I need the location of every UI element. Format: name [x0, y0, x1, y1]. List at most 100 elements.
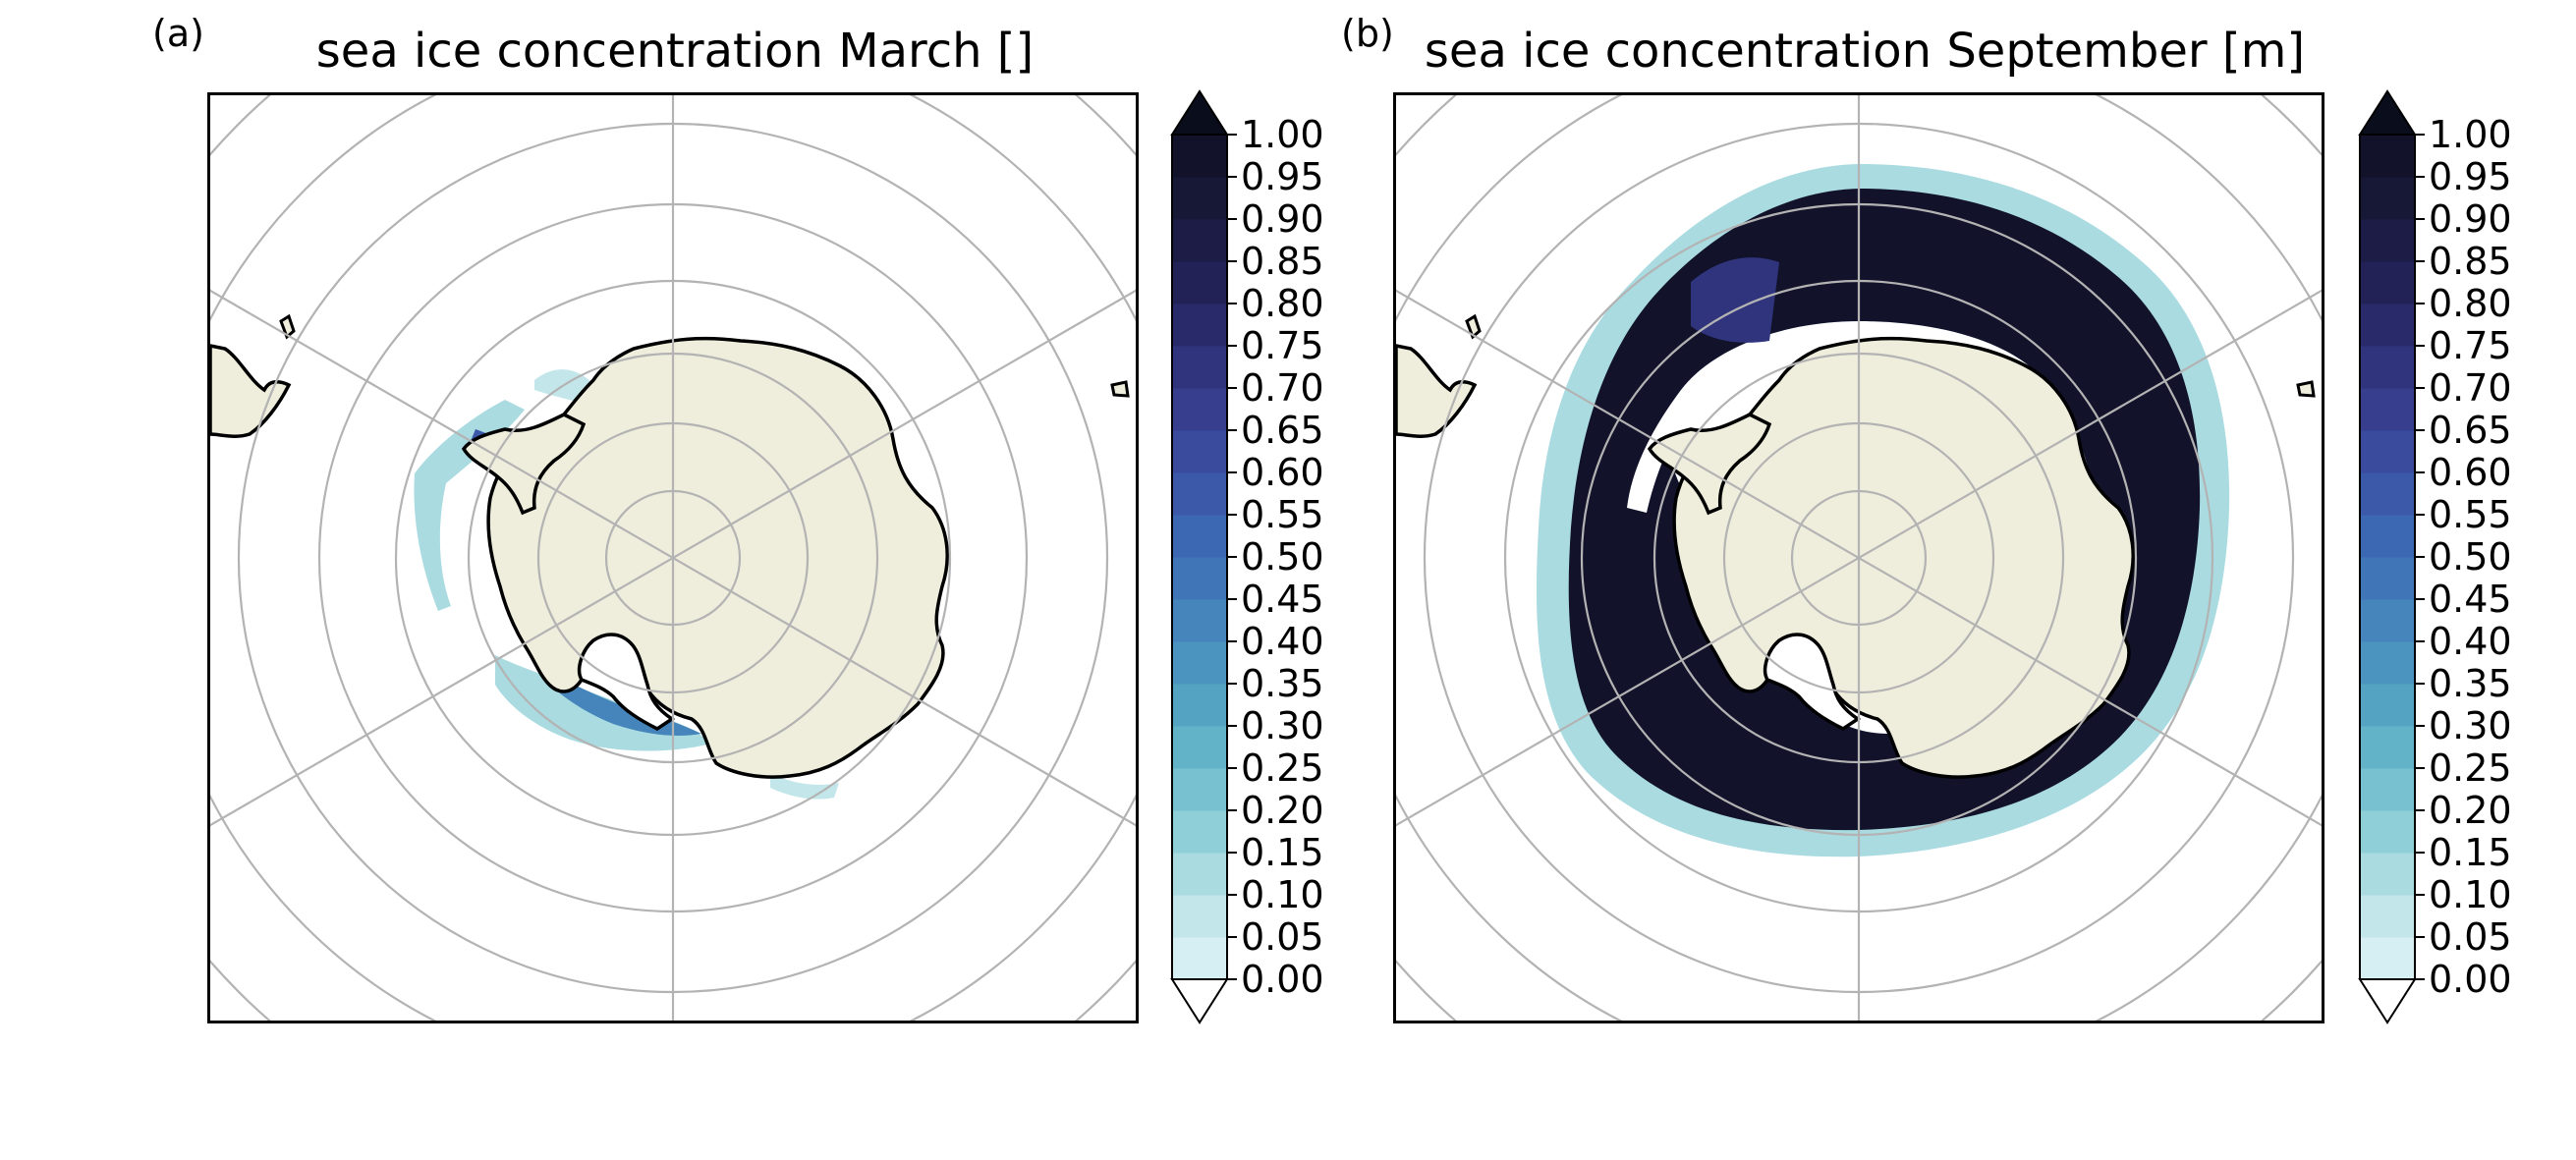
colorbar-svg: [1170, 89, 1237, 1024]
island-east: [1110, 380, 1130, 398]
weddell-sea: [577, 633, 676, 732]
colorbar-tick-label: 0.20: [1241, 789, 1324, 832]
colorbar-tick-label: 0.95: [1241, 155, 1324, 198]
colorbar-tick-label: 0.85: [1241, 240, 1324, 283]
colorbar-segment: [2360, 515, 2415, 558]
sea-ice-patch-peninsula-west: [414, 400, 525, 611]
colorbar-segment: [1172, 810, 1227, 854]
panel-a-title: sea ice concentration March []: [315, 24, 1035, 79]
colorbar-tick-label: 0.55: [2429, 493, 2512, 536]
colorbar-under-extension: [1170, 978, 1229, 1024]
colorbar-segment: [1172, 641, 1227, 685]
colorbar-tick-label: 0.00: [1241, 958, 1324, 1001]
colorbar-segment: [1172, 261, 1227, 304]
colorbar-tick-label: 0.10: [1241, 873, 1324, 916]
colorbar-segment: [1172, 388, 1227, 431]
colorbar-tick-label: 0.40: [1241, 620, 1324, 663]
colorbar-over-extension: [1170, 89, 1229, 136]
colorbar-segment: [1172, 726, 1227, 769]
colorbar-tick-label: 0.15: [2429, 831, 2512, 874]
colorbar-segment: [2360, 895, 2415, 938]
colorbar-segment: [2360, 684, 2415, 727]
antarctica-land-b: [1672, 336, 2135, 779]
colorbar-march: 1.00 0.95 0.90 0.85 0.80 0.75 0.70 0.65 0.60 0.55…: [1170, 89, 1324, 1026]
antarctic-peninsula: [461, 413, 587, 516]
colorbar-tick-label: 0.50: [1241, 535, 1324, 579]
colorbar-tick-label: 0.35: [2429, 662, 2512, 705]
map-september-svg: [1396, 95, 2322, 1021]
panel-b-label: (b): [1341, 12, 1394, 55]
colorbar-tick-label: 1.00: [2429, 113, 2512, 156]
colorbar-segment: [2360, 726, 2415, 769]
colorbar-segment: [1172, 853, 1227, 896]
colorbar-tick-label: 0.25: [2429, 746, 2512, 790]
colorbar-segment: [1172, 177, 1227, 220]
colorbar-tick-label: 0.90: [1241, 197, 1324, 241]
colorbar-tick-label: 0.60: [2429, 451, 2512, 494]
colorbar-tick-label: 0.30: [2429, 704, 2512, 747]
colorbar-segment: [2360, 768, 2415, 811]
colorbar-tick-label: 0.40: [2429, 620, 2512, 663]
island-south-america: [210, 344, 292, 438]
graticule-march: [210, 95, 1136, 1021]
colorbar-tick-label: 0.80: [1241, 282, 1324, 325]
colorbar-segment: [1172, 599, 1227, 642]
colorbar-segment: [2360, 388, 2415, 431]
map-march-svg: [210, 95, 1136, 1021]
colorbar-segment: [2360, 641, 2415, 685]
colorbar-tick-label: 0.70: [2429, 366, 2512, 410]
colorbar-over-extension: [2358, 89, 2417, 136]
island-falklands: [279, 313, 296, 340]
colorbar-tick-label: 0.10: [2429, 873, 2512, 916]
colorbar-tick-label: 0.85: [2429, 240, 2512, 283]
island-east-b: [2296, 380, 2316, 398]
colorbar-segment: [2360, 810, 2415, 854]
island-south-america-b: [1396, 344, 1478, 438]
colorbar-segment: [1172, 430, 1227, 473]
colorbar-segment: [1172, 557, 1227, 600]
colorbar-segment: [2360, 557, 2415, 600]
colorbar-segment: [1172, 937, 1227, 980]
colorbar-segment: [2360, 261, 2415, 304]
colorbar-tick-label: 0.45: [1241, 578, 1324, 621]
colorbar-segment: [1172, 684, 1227, 727]
colorbar-segment: [2360, 430, 2415, 473]
colorbar-segment: [1172, 135, 1227, 178]
antarctic-peninsula-b: [1647, 413, 1772, 516]
colorbar-tick-label: 0.35: [1241, 662, 1324, 705]
colorbar-segment: [1172, 219, 1227, 262]
colorbar-tick-label: 0.60: [1241, 451, 1324, 494]
colorbar-tick-label: 0.50: [2429, 535, 2512, 579]
island-falklands-b: [1465, 313, 1482, 340]
colorbar-under-extension: [2358, 978, 2417, 1024]
colorbar-segment: [2360, 219, 2415, 262]
weddell-sea-b: [1763, 633, 1862, 732]
colorbar-tick-label: 0.05: [2429, 915, 2512, 959]
colorbar-tick-label: 0.05: [1241, 915, 1324, 959]
colorbar-tick-label: 0.95: [2429, 155, 2512, 198]
colorbar-tick-label: 0.90: [2429, 197, 2512, 241]
colorbar-segment: [1172, 515, 1227, 558]
colorbar-september: 1.00 0.95 0.90 0.85 0.80 0.75 0.70 0.65 0.60 0.55…: [2358, 89, 2512, 1026]
panel-b-title: sea ice concentration September [m]: [1424, 24, 2306, 79]
map-march: [207, 92, 1139, 1023]
colorbar-tick-label: 0.70: [1241, 366, 1324, 410]
colorbar-segment: [1172, 472, 1227, 516]
graticule-september: [1396, 95, 2322, 1021]
antarctica-land: [486, 336, 949, 779]
colorbar-segment: [2360, 177, 2415, 220]
colorbar-segment: [1172, 768, 1227, 811]
colorbar-segment: [1172, 895, 1227, 938]
colorbar-segment: [1172, 304, 1227, 347]
colorbar-segment: [2360, 937, 2415, 980]
colorbar-segment: [2360, 853, 2415, 896]
colorbar-tick-label: 0.20: [2429, 789, 2512, 832]
colorbar-tick-label: 0.00: [2429, 958, 2512, 1001]
colorbar-tick-label: 0.65: [1241, 409, 1324, 452]
colorbar-segment: [2360, 135, 2415, 178]
colorbar-svg: [2358, 89, 2425, 1024]
colorbar-tick-label: 0.75: [1241, 324, 1324, 367]
colorbar-segment: [1172, 346, 1227, 389]
colorbar-tick-label: 0.30: [1241, 704, 1324, 747]
colorbar-tick-label: 0.80: [2429, 282, 2512, 325]
